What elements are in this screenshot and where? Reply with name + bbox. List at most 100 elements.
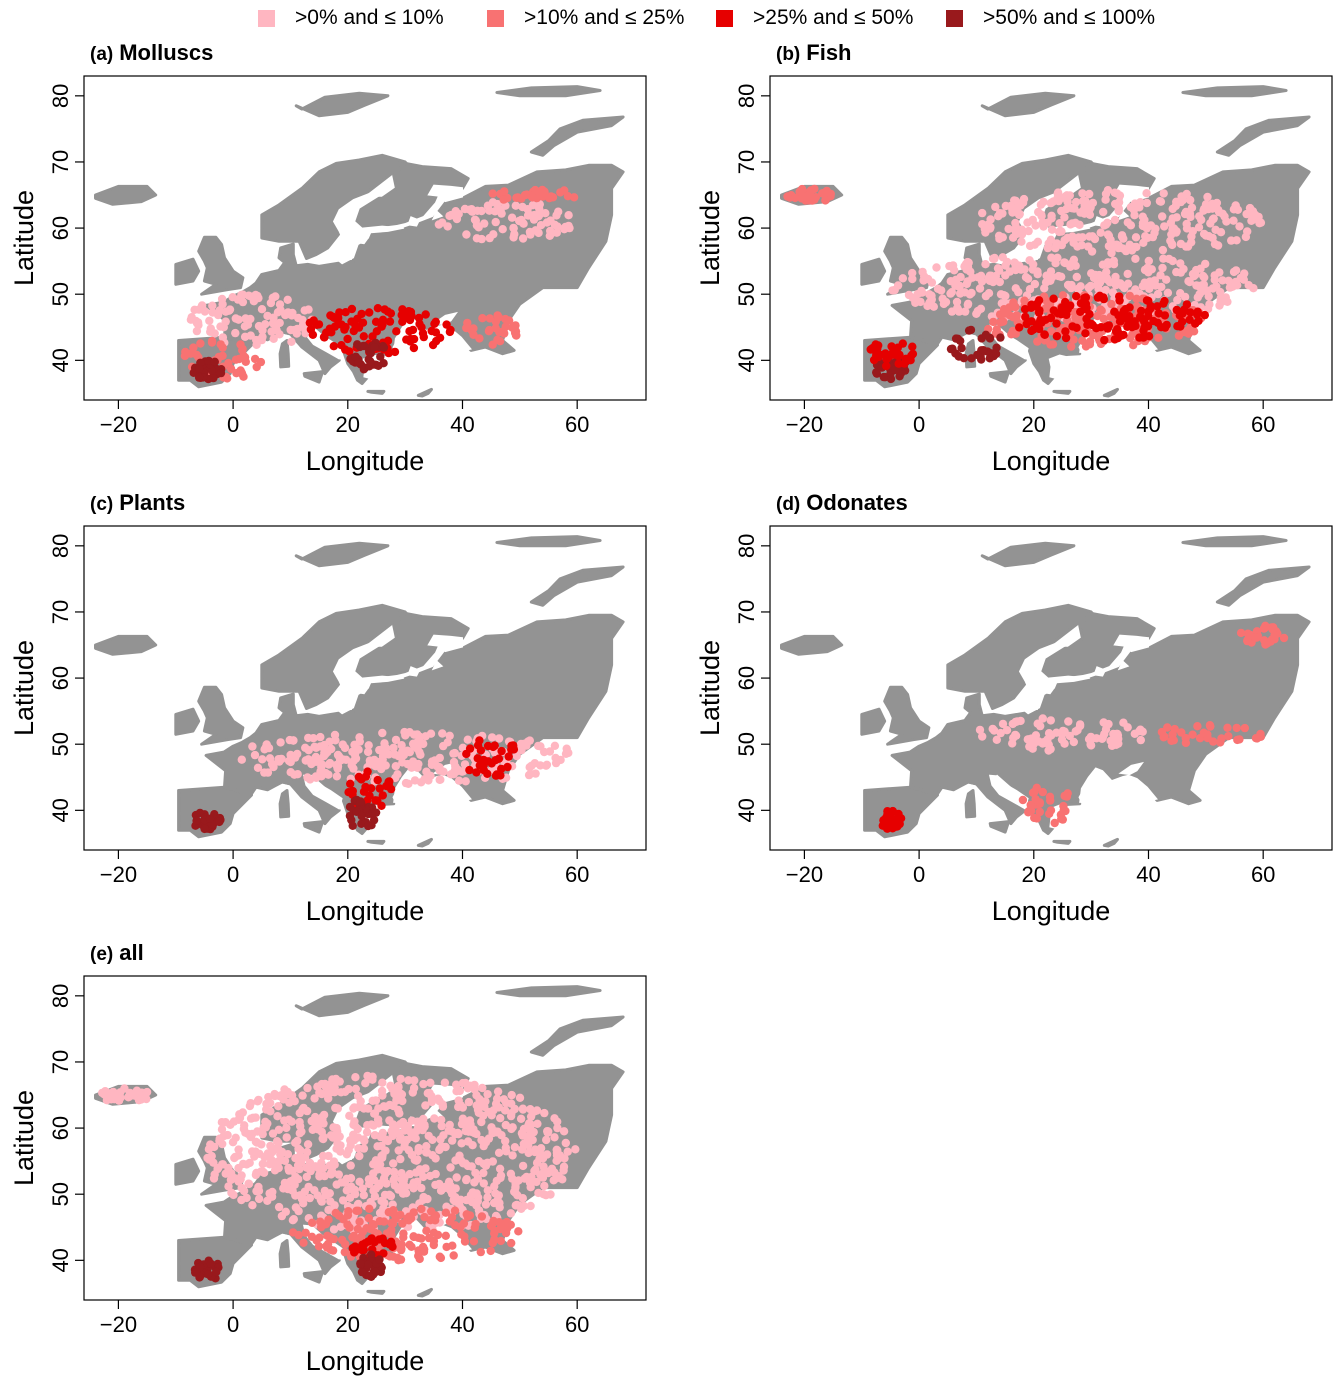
x-tick-label: 0: [227, 862, 239, 887]
land-polygon: [860, 707, 887, 736]
grid-cell: [985, 224, 995, 233]
grid-cell: [355, 1217, 364, 1226]
grid-cell: [349, 1104, 358, 1113]
grid-cell: [389, 1101, 398, 1111]
grid-cell: [1070, 204, 1079, 213]
grid-cell: [409, 343, 419, 353]
grid-cell: [280, 1116, 289, 1125]
grid-cell: [918, 267, 927, 277]
grid-cell: [462, 230, 471, 239]
grid-cell: [525, 1178, 535, 1187]
grid-cell: [1158, 263, 1167, 273]
grid-cell: [569, 193, 579, 202]
water-body: [1048, 354, 1075, 381]
grid-cell: [1087, 269, 1096, 278]
grid-cell: [405, 327, 414, 336]
grid-cell: [1279, 633, 1289, 643]
grid-cell: [345, 347, 354, 356]
grid-cell: [1020, 305, 1030, 314]
grid-cell: [957, 343, 966, 353]
grid-cell: [554, 207, 563, 216]
land-polygon: [529, 1015, 625, 1057]
grid-cell: [900, 359, 909, 368]
grid-cell: [484, 327, 494, 336]
grid-cell: [253, 763, 263, 772]
grid-cell: [485, 314, 494, 323]
grid-cell: [400, 1173, 409, 1182]
grid-cell: [351, 754, 361, 763]
grid-cell: [476, 1247, 485, 1257]
grid-cell: [335, 1077, 344, 1086]
x-axis-title: Longitude: [992, 896, 1111, 926]
grid-cell: [1050, 818, 1059, 828]
grid-cell: [369, 1121, 378, 1130]
grid-cell: [1080, 209, 1089, 218]
grid-cell: [379, 1167, 389, 1176]
grid-cell: [488, 1157, 497, 1166]
grid-cell: [518, 1104, 528, 1113]
grid-cell: [228, 1138, 238, 1147]
grid-cell: [379, 1249, 388, 1258]
grid-cell: [1251, 633, 1260, 642]
grid-cell: [450, 748, 459, 758]
class-region: [462, 311, 521, 349]
grid-cell: [381, 1135, 391, 1144]
grid-cell: [462, 323, 471, 333]
grid-cell: [1210, 275, 1219, 285]
grid-cell: [359, 332, 368, 341]
class-region: [186, 290, 316, 349]
grid-cell: [346, 1174, 356, 1183]
grid-cell: [454, 1102, 463, 1112]
grid-cell: [347, 317, 356, 326]
grid-cell: [413, 744, 422, 754]
grid-cell: [545, 194, 554, 203]
grid-cell: [467, 205, 476, 214]
grid-cell: [534, 228, 543, 238]
grid-cell: [1146, 280, 1155, 289]
grid-cell: [1131, 233, 1141, 242]
y-tick-label: 70: [48, 600, 73, 624]
grid-cell: [240, 322, 250, 331]
grid-cell: [287, 1117, 296, 1126]
grid-cell: [335, 756, 345, 765]
grid-cell: [1046, 198, 1055, 208]
grid-cell: [394, 1146, 403, 1155]
grid-cell: [530, 759, 539, 768]
grid-cell: [1025, 742, 1034, 751]
grid-cell: [1075, 720, 1085, 729]
grid-cell: [1015, 323, 1024, 332]
grid-cell: [365, 308, 374, 317]
grid-cell: [1142, 198, 1151, 208]
y-tick-label: 40: [48, 798, 73, 822]
land-polygon: [495, 85, 602, 98]
grid-cell: [401, 778, 411, 788]
grid-cell: [1072, 272, 1081, 282]
grid-cell: [274, 1202, 284, 1212]
class-cells: [783, 184, 1266, 384]
grid-cell: [325, 737, 334, 746]
grid-cell: [1188, 730, 1197, 739]
grid-cell: [343, 334, 352, 344]
grid-cell: [1025, 256, 1034, 265]
grid-cell: [1030, 813, 1039, 823]
grid-cell: [276, 738, 285, 747]
grid-cell: [549, 1176, 558, 1185]
x-tick-label: 20: [336, 862, 360, 887]
x-axis-title: Longitude: [306, 446, 425, 476]
grid-cell: [963, 300, 972, 309]
legend-label: >50% and ≤ 100%: [983, 6, 1156, 29]
grid-cell: [374, 1104, 383, 1113]
grid-cell: [367, 1234, 376, 1243]
grid-cell: [1099, 718, 1108, 727]
grid-cell: [434, 220, 444, 229]
grid-cell: [403, 1122, 413, 1131]
class-cells: [191, 727, 573, 834]
grid-cell: [1061, 327, 1070, 336]
grid-cell: [1160, 732, 1169, 741]
grid-cell: [1015, 261, 1024, 270]
grid-cell: [1136, 725, 1145, 734]
land-polygon: [988, 820, 1011, 834]
grid-cell: [1242, 209, 1251, 219]
grid-cell: [993, 264, 1003, 273]
grid-cell: [514, 1227, 523, 1236]
